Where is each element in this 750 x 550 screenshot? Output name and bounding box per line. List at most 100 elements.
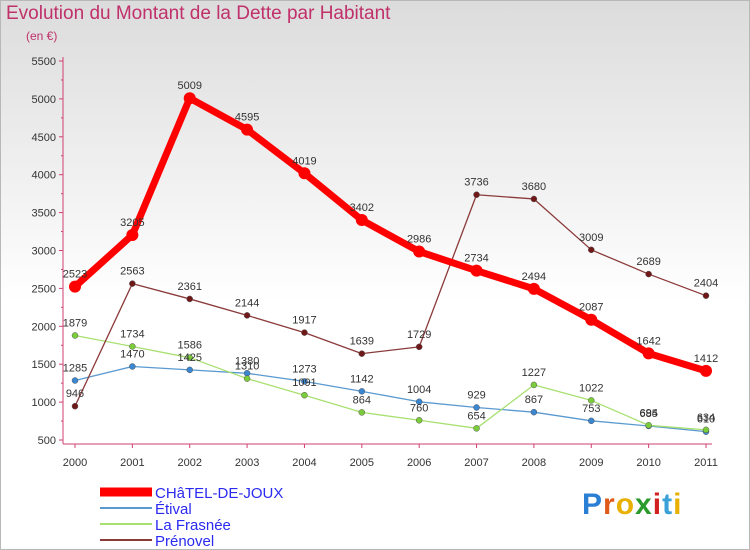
data-point — [530, 408, 538, 416]
data-label: 1470 — [120, 348, 144, 360]
data-point — [530, 381, 538, 389]
data-label: 610 — [697, 414, 715, 426]
data-point — [585, 313, 598, 326]
y-tick-label: 1000 — [32, 397, 56, 409]
x-tick-label: 2008 — [522, 457, 546, 469]
data-label: 1310 — [235, 361, 259, 373]
data-point — [415, 343, 423, 351]
data-label: 1917 — [292, 315, 316, 327]
data-point — [473, 404, 480, 411]
data-label: 1412 — [694, 353, 718, 365]
legend-label: Prénovel — [155, 533, 214, 550]
data-label: 4019 — [292, 155, 316, 167]
data-label: 1285 — [63, 362, 87, 374]
data-point — [186, 295, 193, 303]
y-tick-label: 3500 — [32, 208, 56, 220]
y-tick-label: 3000 — [32, 246, 56, 258]
data-label: 3205 — [120, 217, 144, 229]
x-tick-label: 2004 — [292, 457, 316, 469]
y-tick-label: 5000 — [32, 94, 56, 106]
data-label: 1091 — [292, 377, 316, 389]
y-tick-label: 4000 — [32, 170, 56, 182]
data-point — [186, 354, 193, 361]
data-label: 1729 — [407, 329, 431, 341]
data-label: 1142 — [350, 373, 374, 385]
data-point — [588, 246, 595, 254]
data-point — [243, 375, 251, 382]
data-label: 753 — [582, 403, 600, 415]
x-tick-label: 2003 — [235, 457, 259, 469]
data-label: 3009 — [579, 232, 603, 244]
chart-axes: 500 1000 1500 2000 2500 3000 3500 4000 4500 5000 5… — [32, 56, 718, 469]
data-point — [473, 425, 480, 432]
data-label: 946 — [66, 388, 84, 400]
data-point — [415, 398, 423, 406]
data-label: 4595 — [235, 112, 259, 124]
series-line — [74, 334, 707, 431]
data-point — [126, 228, 139, 241]
series-line — [74, 365, 707, 433]
y-tick-label: 1500 — [32, 359, 56, 371]
data-point — [241, 123, 254, 136]
y-tick-label: 500 — [38, 435, 56, 447]
data-label: 685 — [639, 408, 657, 420]
data-point — [413, 245, 426, 258]
data-point — [183, 92, 196, 105]
data-label: 5009 — [177, 80, 201, 92]
data-label: 634 — [697, 412, 715, 424]
data-label: 3736 — [464, 177, 488, 189]
x-tick-label: 2011 — [694, 457, 718, 469]
data-label: 2734 — [464, 253, 488, 265]
data-labels: 2523 3205 5009 4595 4019 3402 2986 2734 2494 2087… — [63, 80, 718, 425]
data-label: 2144 — [235, 297, 259, 309]
x-tick-label: 2007 — [464, 457, 488, 469]
data-label: 864 — [353, 394, 371, 406]
data-label: 1879 — [63, 317, 87, 329]
data-label: 1425 — [177, 352, 201, 364]
data-point — [71, 402, 79, 410]
data-point — [645, 270, 652, 278]
data-label: 867 — [525, 394, 543, 406]
data-point — [71, 332, 79, 339]
data-label: 1380 — [235, 355, 259, 367]
x-tick-label: 2009 — [579, 457, 603, 469]
data-label: 694 — [639, 407, 657, 419]
proxiti-logo: Proxiti — [582, 488, 683, 521]
chart-title: Evolution du Montant de la Dette par Hab… — [6, 3, 391, 24]
data-point — [470, 264, 483, 277]
data-point — [301, 329, 308, 336]
data-label: 1004 — [407, 384, 431, 396]
data-label: 1734 — [120, 328, 144, 340]
legend-label: La Frasnée — [155, 517, 231, 534]
data-point — [243, 312, 251, 319]
data-point — [355, 214, 368, 227]
data-point — [473, 191, 480, 198]
data-point — [298, 167, 311, 180]
data-point — [588, 397, 595, 404]
data-label: 2494 — [522, 271, 546, 283]
legend-label: CHâTEL-DE-JOUX — [155, 485, 283, 502]
data-label: 3402 — [350, 202, 374, 214]
data-label: 1586 — [177, 340, 201, 352]
data-point — [301, 378, 308, 385]
data-point — [69, 280, 81, 293]
data-point — [415, 417, 423, 424]
data-label: 654 — [467, 410, 485, 422]
y-tick-label: 5500 — [32, 56, 56, 68]
data-label: 1642 — [636, 335, 660, 347]
data-point — [702, 426, 710, 434]
x-tick-label: 2005 — [350, 457, 374, 469]
legend-label: Étival — [155, 501, 192, 518]
data-label: 1022 — [579, 382, 603, 394]
y-tick-label: 2500 — [32, 283, 56, 295]
data-point — [129, 343, 136, 350]
data-label: 3680 — [522, 181, 546, 193]
data-point — [702, 292, 710, 299]
x-tick-label: 2001 — [120, 457, 144, 469]
data-label: 2361 — [177, 281, 201, 293]
data-point — [301, 391, 308, 399]
data-point — [642, 347, 655, 360]
data-point — [129, 280, 136, 287]
